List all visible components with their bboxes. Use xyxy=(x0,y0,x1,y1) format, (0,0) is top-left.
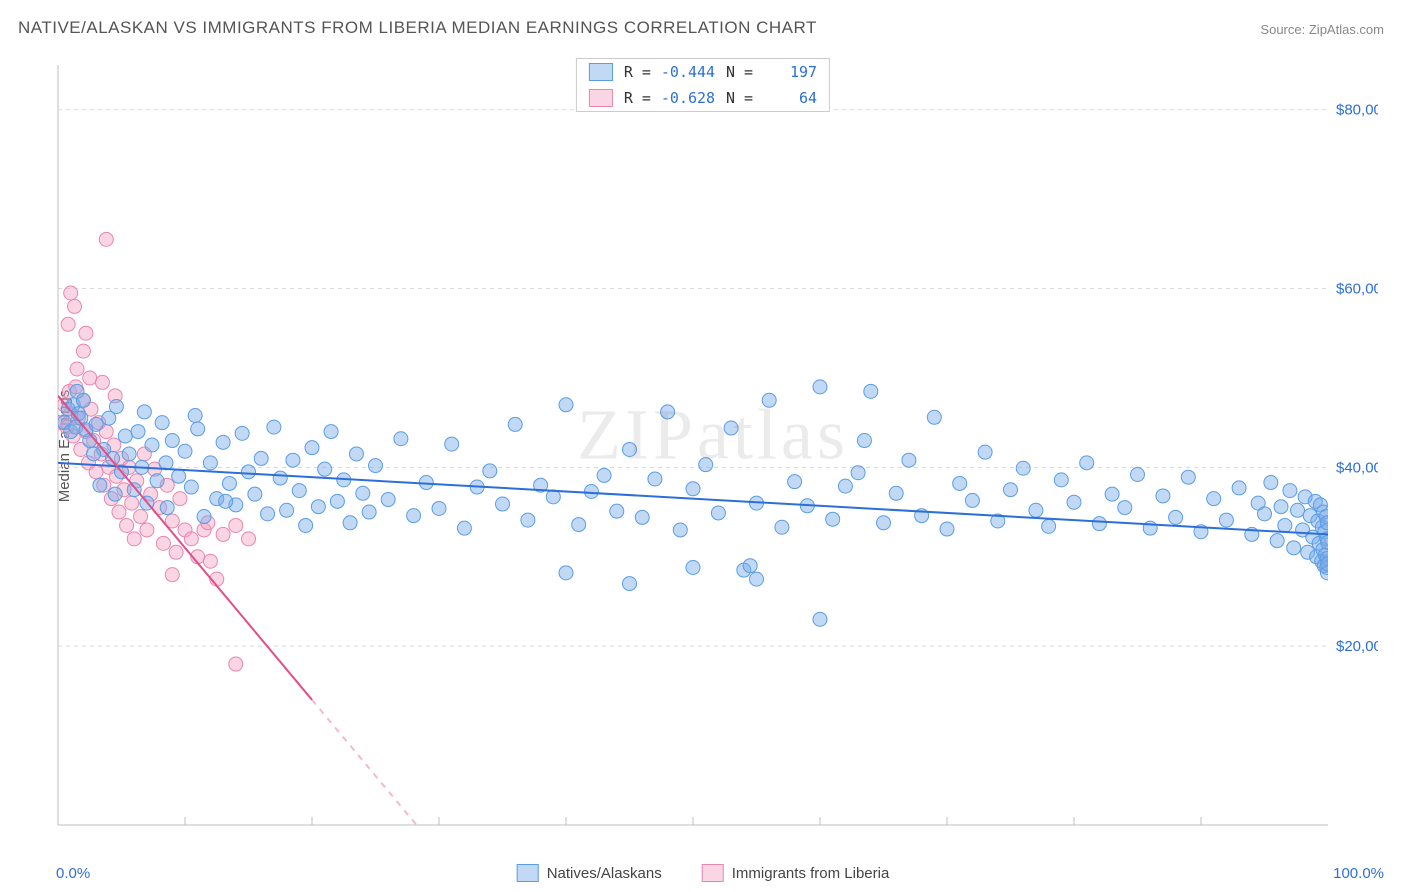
r-label: R = xyxy=(623,63,651,81)
source-label: Source: xyxy=(1260,22,1305,37)
x-axis-max-label: 100.0% xyxy=(1333,865,1384,882)
swatch-blue-icon xyxy=(517,864,539,882)
scatter-plot-svg: $20,000 $40,000 $60,000 $80,000 xyxy=(48,55,1378,847)
correlation-legend: R = -0.444 N = 197 R = -0.628 N = 64 xyxy=(576,58,830,112)
legend-label-blue: Natives/Alaskans xyxy=(547,865,662,882)
x-axis-min-label: 0.0% xyxy=(56,865,90,882)
n-label: N = xyxy=(725,63,753,81)
swatch-blue-icon xyxy=(589,63,613,81)
legend-label-pink: Immigrants from Liberia xyxy=(732,865,890,882)
svg-text:$20,000: $20,000 xyxy=(1336,638,1378,655)
r-label: R = xyxy=(623,89,651,107)
legend-row-pink: R = -0.628 N = 64 xyxy=(577,85,829,111)
source-link[interactable]: ZipAtlas.com xyxy=(1309,22,1384,37)
n-value-blue: 197 xyxy=(763,63,817,81)
source-attribution: Source: ZipAtlas.com xyxy=(1260,22,1384,37)
svg-text:$40,000: $40,000 xyxy=(1336,459,1378,476)
r-value-blue: -0.444 xyxy=(661,63,715,81)
swatch-pink-icon xyxy=(702,864,724,882)
chart-title: NATIVE/ALASKAN VS IMMIGRANTS FROM LIBERI… xyxy=(18,18,817,38)
chart-area: $20,000$40,000$60,000$80,000 ZIPatlas xyxy=(48,55,1378,847)
n-label: N = xyxy=(725,89,753,107)
legend-row-blue: R = -0.444 N = 197 xyxy=(577,59,829,85)
svg-text:$60,000: $60,000 xyxy=(1336,281,1378,298)
legend-item-pink: Immigrants from Liberia xyxy=(702,864,890,882)
swatch-pink-icon xyxy=(589,89,613,107)
svg-text:$80,000: $80,000 xyxy=(1336,102,1378,119)
series-legend: Natives/Alaskans Immigrants from Liberia xyxy=(517,864,890,882)
n-value-pink: 64 xyxy=(763,89,817,107)
legend-item-blue: Natives/Alaskans xyxy=(517,864,662,882)
r-value-pink: -0.628 xyxy=(661,89,715,107)
